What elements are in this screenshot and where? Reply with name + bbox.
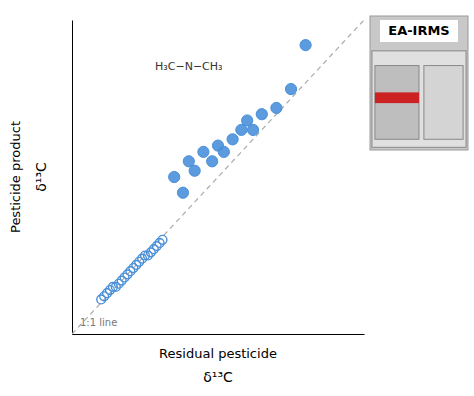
point <box>218 146 229 157</box>
point <box>198 146 209 157</box>
point <box>189 165 200 176</box>
picture-frame <box>370 16 468 150</box>
picture-panel <box>424 66 463 140</box>
picture-body <box>372 51 466 147</box>
open-point <box>158 235 167 244</box>
point <box>285 83 296 94</box>
picture-panel <box>375 66 419 140</box>
point <box>256 109 267 120</box>
y-axis-title: δ¹³C <box>33 162 49 192</box>
point <box>169 171 180 182</box>
point <box>300 40 311 51</box>
y-axis-title: Pesticide product <box>8 121 23 233</box>
y-axis-line <box>72 21 73 335</box>
structure-label: H₃C−N−CH₃ <box>155 60 222 73</box>
instrument-picture: EA-IRMS <box>370 16 468 150</box>
label-background <box>380 20 458 42</box>
x-axis <box>73 334 365 335</box>
x-axis-line <box>73 334 365 335</box>
instrument-label: EA-IRMS <box>388 23 449 38</box>
point <box>247 124 258 135</box>
plot-area <box>72 20 364 334</box>
x-axis-title: Residual pesticide <box>159 346 277 361</box>
point <box>207 156 218 167</box>
line-label: 1:1 line <box>80 317 117 328</box>
identity-line <box>72 20 364 334</box>
point <box>271 102 282 113</box>
picture-stripe <box>375 92 419 103</box>
point <box>177 187 188 198</box>
point <box>227 134 238 145</box>
x-axis-title: δ¹³C <box>203 369 233 385</box>
series <box>97 235 167 303</box>
chart: 1:1 line H₃C−N−CH₃ EA-IRMS Residual pestici… <box>0 0 474 396</box>
y-axis <box>72 21 73 335</box>
